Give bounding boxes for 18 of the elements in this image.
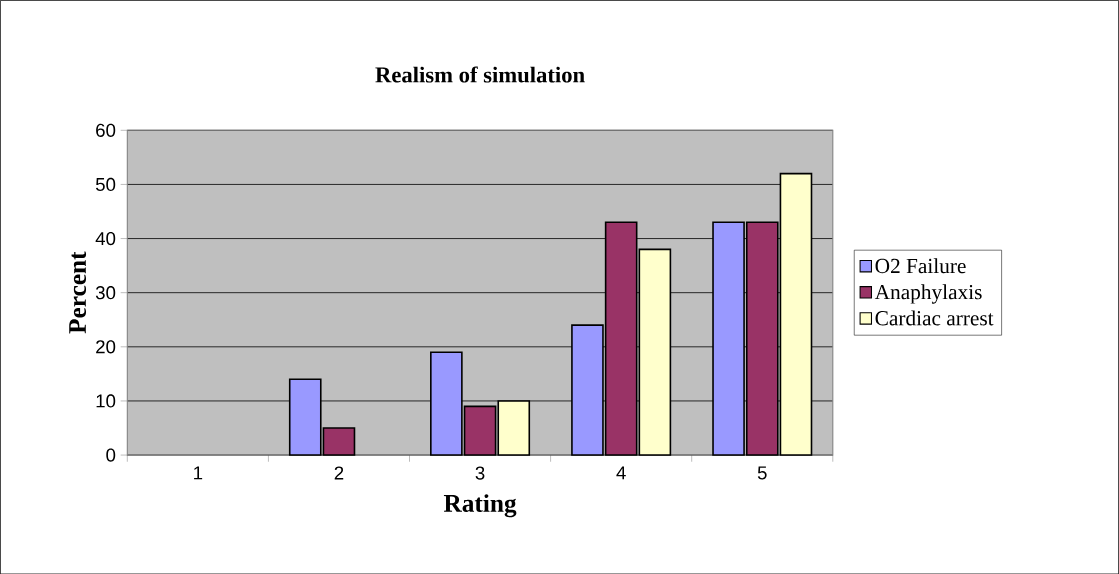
x-tick-label: 3 <box>475 466 485 480</box>
legend-label: Anaphylaxis <box>874 284 982 304</box>
y-tick-label: 60 <box>96 123 116 137</box>
x-tick-label: 5 <box>757 466 767 480</box>
y-tick-label: 50 <box>95 177 116 191</box>
x-tick-label: 2 <box>334 466 344 480</box>
x-axis-title: Rating <box>443 493 517 518</box>
y-axis-title: Percent <box>69 251 87 334</box>
legend-label: Cardiac arrest <box>875 310 994 326</box>
x-tick-label: 1 <box>194 466 203 480</box>
y-tick-label: 20 <box>96 340 116 354</box>
chart-title: Realism of simulation <box>375 66 585 83</box>
y-tick-label: 30 <box>95 285 116 300</box>
y-tick-label: 0 <box>106 448 116 462</box>
y-tick-label: 10 <box>96 394 116 408</box>
y-tick-label: 40 <box>95 231 116 245</box>
x-tick-label: 4 <box>616 466 626 480</box>
legend-label: O2 Failure <box>875 257 966 273</box>
